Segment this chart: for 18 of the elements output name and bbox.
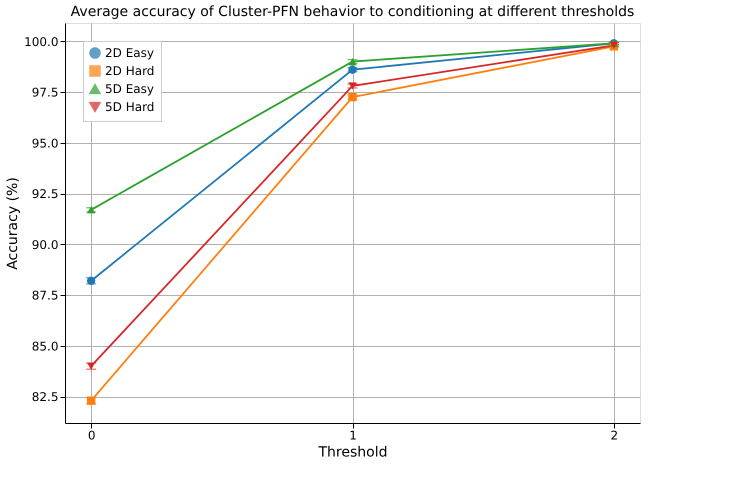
y-tick-label: 85.0 <box>32 339 58 354</box>
legend-label: 5D Easy <box>105 82 154 96</box>
y-tick-label: 95.0 <box>32 136 58 150</box>
x-axis-title: Threshold <box>318 444 388 460</box>
y-axis-title: Accuracy (%) <box>5 177 22 270</box>
y-tick-label: 90.0 <box>32 238 58 252</box>
x-tick-label: 0 <box>88 428 96 442</box>
x-tick-label: 1 <box>349 428 357 442</box>
y-tick-label: 97.5 <box>32 86 58 100</box>
x-tick-label: 2 <box>610 428 618 442</box>
y-tick-label: 100.0 <box>24 34 58 49</box>
legend-label: 5D Hard <box>105 100 154 114</box>
y-tick-label: 87.5 <box>32 288 58 303</box>
y-tick-label: 82.5 <box>32 390 58 404</box>
chart-title: Average accuracy of Cluster-PFN behavior to conditioning at different thresholds <box>70 4 634 20</box>
legend-label: 2D Easy <box>105 46 154 60</box>
legend-label: 2D Hard <box>105 64 154 78</box>
y-tick-label: 92.5 <box>32 187 58 202</box>
